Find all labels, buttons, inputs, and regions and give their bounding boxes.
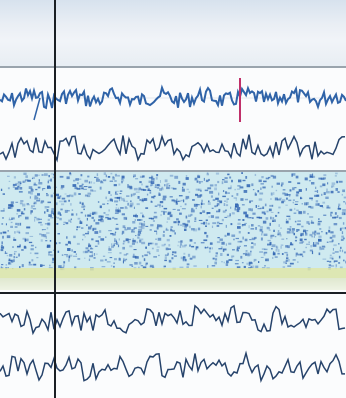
channel-3-panel[interactable] bbox=[0, 296, 346, 344]
time-axis bbox=[0, 278, 346, 290]
channel-1-panel[interactable] bbox=[0, 70, 346, 126]
channel-3-trace bbox=[0, 304, 346, 336]
channel-1-svg bbox=[0, 78, 346, 122]
channel-4-panel[interactable] bbox=[0, 344, 346, 390]
channel-4-trace bbox=[0, 350, 345, 383]
vertical-cursor-line[interactable] bbox=[54, 0, 56, 398]
overview-strip[interactable] bbox=[0, 0, 346, 68]
channel-divider bbox=[0, 170, 346, 172]
channel-2-svg bbox=[0, 134, 346, 163]
event-marker[interactable] bbox=[33, 97, 41, 121]
channel-1-trace bbox=[0, 84, 346, 110]
overview-divider bbox=[0, 66, 346, 68]
channel-4-svg bbox=[0, 350, 345, 383]
channel-3-svg bbox=[0, 304, 346, 336]
spectrogram-panel[interactable] bbox=[0, 172, 346, 280]
horizontal-cursor-line[interactable] bbox=[0, 292, 346, 294]
spectrogram-svg bbox=[0, 172, 346, 280]
channel-2-trace bbox=[0, 134, 346, 163]
channel-2-panel[interactable] bbox=[0, 126, 346, 170]
